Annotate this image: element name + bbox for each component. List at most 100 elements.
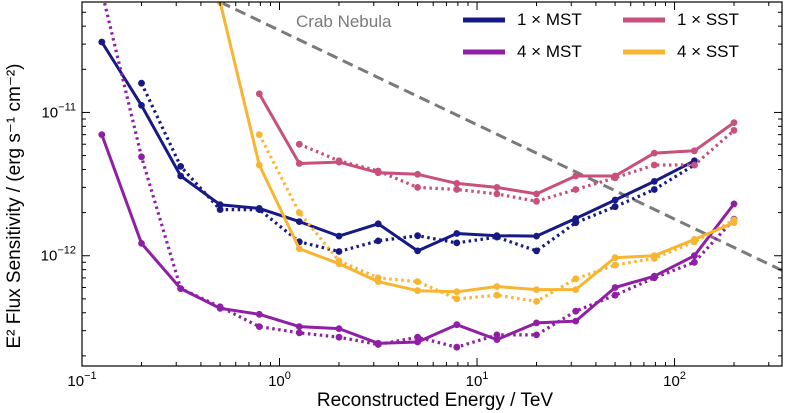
data-point-4-sst-dotted: [533, 298, 540, 305]
data-point-4-sst-dotted: [611, 261, 619, 269]
data-point-4-mst-dotted: [533, 331, 540, 339]
data-point-1-sst-dotted: [730, 126, 738, 134]
data-point-1-sst-dotted: [572, 186, 580, 193]
data-point-4-mst-solid: [611, 284, 619, 291]
data-point-1-mst-solid: [374, 220, 382, 228]
data-point-4-sst-solid: [493, 283, 501, 290]
data-point-1-mst-dotted: [533, 247, 540, 255]
data-point-4-sst-solid: [533, 286, 540, 293]
data-point-1-mst-dotted: [611, 203, 619, 211]
data-point-1-sst-dotted: [453, 186, 461, 193]
data-point-1-sst-dotted: [650, 161, 658, 169]
data-point-4-sst-solid: [453, 288, 461, 296]
data-point-1-sst-dotted: [295, 140, 303, 148]
data-point-4-mst-solid: [691, 252, 698, 260]
data-point-4-mst-solid: [572, 317, 580, 325]
data-point-1-sst-dotted: [611, 174, 619, 182]
data-point-1-mst-solid: [98, 38, 106, 46]
data-point-1-mst-dotted: [335, 248, 343, 255]
series-line-4-mst-dotted: [102, 2, 736, 349]
data-point-1-sst-solid: [691, 147, 698, 155]
data-point-1-sst-solid: [255, 90, 263, 98]
data-point-1-mst-solid: [216, 201, 224, 209]
data-point-1-sst-solid: [414, 170, 421, 178]
data-point-1-mst-dotted: [216, 206, 224, 214]
crab-nebula-label: Crab Nebula: [296, 12, 392, 31]
x-tick-label: 10−1: [67, 370, 96, 390]
data-point-4-sst-dotted: [335, 257, 343, 265]
data-point-4-mst-solid: [98, 131, 106, 139]
data-point-4-mst-dotted: [650, 274, 658, 282]
data-point-4-sst-solid: [611, 254, 619, 261]
data-point-1-mst-solid: [414, 247, 421, 255]
data-point-4-mst-dotted: [414, 333, 421, 341]
data-point-1-sst-solid: [572, 172, 580, 180]
data-point-1-mst-solid: [453, 230, 461, 237]
data-point-4-sst-dotted: [650, 254, 658, 262]
data-point-1-sst-dotted: [335, 157, 343, 165]
data-point-1-sst-solid: [493, 184, 501, 191]
data-point-4-sst-dotted: [255, 131, 263, 139]
data-point-4-mst-dotted: [611, 291, 619, 299]
data-point-1-mst-dotted: [572, 219, 580, 227]
y-axis-title: E² Flux Sensitivity / (erg s⁻¹ cm⁻²): [4, 63, 25, 348]
data-point-4-mst-dotted: [216, 303, 224, 311]
legend: 1 × MST 1 × SST 4 × MST 4 × SST: [463, 10, 739, 61]
data-point-4-mst-solid: [138, 240, 145, 247]
data-point-4-mst-dotted: [295, 329, 303, 337]
series-line-4-sst-dotted: [257, 133, 735, 303]
data-point-4-mst-dotted: [335, 333, 343, 341]
data-point-4-sst-dotted: [414, 278, 421, 285]
data-point-4-mst-solid: [255, 310, 263, 318]
data-point-1-mst-dotted: [453, 239, 461, 247]
data-point-4-sst-dotted: [295, 209, 303, 217]
data-point-1-mst-solid: [177, 172, 185, 180]
data-point-1-mst-dotted: [414, 232, 421, 240]
data-point-1-mst-dotted: [177, 163, 185, 170]
data-point-1-sst-solid: [533, 190, 540, 198]
data-point-4-sst-dotted: [730, 216, 738, 224]
data-point-4-mst-solid: [730, 200, 738, 208]
data-point-1-mst-solid: [335, 232, 343, 240]
legend-label-4-sst: 4 × SST: [677, 42, 739, 61]
data-point-4-mst-dotted: [255, 323, 263, 330]
data-point-1-sst-dotted: [374, 167, 382, 175]
data-point-1-sst-solid: [453, 180, 461, 187]
data-point-4-mst-solid: [533, 319, 540, 327]
data-point-4-mst-dotted: [177, 285, 185, 292]
data-point-1-mst-solid: [138, 102, 145, 109]
data-point-1-mst-solid: [611, 196, 619, 204]
data-point-4-sst-dotted: [493, 291, 501, 299]
data-point-1-sst-dotted: [533, 197, 540, 205]
data-point-1-sst-dotted: [493, 190, 501, 198]
x-tick-label: 101: [466, 370, 489, 390]
data-point-1-mst-dotted: [138, 79, 145, 87]
data-point-1-sst-solid: [650, 149, 658, 157]
data-point-4-mst-solid: [335, 325, 343, 332]
data-point-1-mst-solid: [295, 218, 303, 226]
legend-label-4-mst: 4 × MST: [517, 42, 582, 61]
axes: 10−1 100 101 102 10−12 10−11: [41, 1, 783, 390]
x-axis-title: Reconstructed Energy / TeV: [317, 390, 554, 411]
legend-label-1-sst: 1 × SST: [677, 10, 739, 29]
y-tick-label: 10−12: [41, 245, 76, 265]
y-tick-label: 10−11: [41, 101, 76, 121]
data-point-4-sst-dotted: [374, 274, 382, 282]
data-point-1-mst-solid: [650, 178, 658, 185]
series-line-1-mst-solid: [100, 41, 696, 253]
data-point-4-mst-dotted: [138, 153, 145, 161]
x-tick-label: 102: [663, 370, 686, 390]
data-point-1-mst-dotted: [493, 233, 501, 241]
data-point-4-sst-solid: [414, 287, 421, 295]
data-point-1-sst-dotted: [414, 184, 421, 191]
data-point-4-mst-dotted: [691, 258, 698, 266]
series-line-1-mst-dotted: [140, 82, 696, 254]
series-lines: [98, 2, 782, 351]
data-point-4-mst-solid: [295, 323, 303, 330]
data-point-4-sst-solid: [255, 161, 263, 169]
data-point-1-mst-solid: [533, 232, 540, 240]
data-point-1-sst-dotted: [691, 161, 698, 169]
series-line-1-sst-solid: [257, 93, 735, 196]
data-point-4-sst-solid: [572, 286, 580, 293]
